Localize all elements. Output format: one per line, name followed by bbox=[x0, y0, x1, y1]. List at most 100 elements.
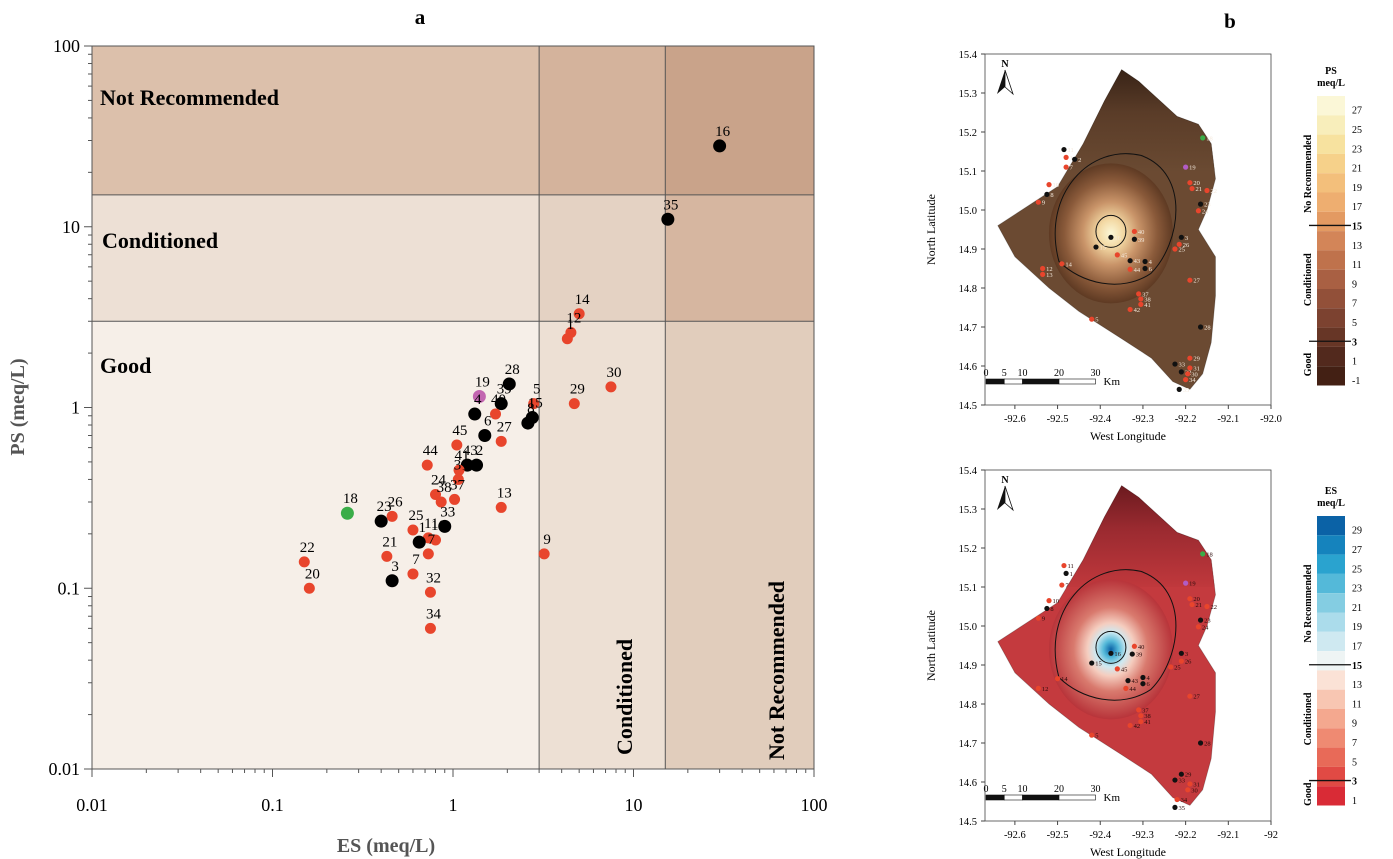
well-label: 10 bbox=[1053, 182, 1060, 189]
well-label: 34 bbox=[1189, 377, 1196, 384]
well-point bbox=[1187, 781, 1193, 787]
scale-bar-segment bbox=[1058, 378, 1096, 385]
legend-swatch bbox=[1317, 96, 1345, 116]
well-point bbox=[1197, 617, 1204, 623]
contour-line bbox=[1054, 153, 1177, 285]
well-label: 35 bbox=[1178, 805, 1185, 812]
legend-unit: meq/L bbox=[1317, 78, 1345, 89]
legend-value: 25 bbox=[1352, 125, 1362, 136]
well-label: 10 bbox=[1053, 598, 1060, 605]
legend-value: 19 bbox=[1352, 183, 1362, 194]
well-label: 42 bbox=[1134, 307, 1141, 314]
legend-swatch bbox=[1317, 554, 1345, 574]
well-point bbox=[1089, 660, 1095, 666]
well-label: 14 bbox=[1065, 261, 1072, 268]
well-label: 27 bbox=[1193, 694, 1200, 701]
legend-value: 29 bbox=[1352, 526, 1362, 537]
legend-value: 27 bbox=[1352, 106, 1362, 117]
scale-tick-label: 10 bbox=[1018, 784, 1028, 795]
legend-swatch bbox=[1317, 308, 1345, 328]
zone-ps-high-es-high bbox=[665, 46, 814, 195]
well-label: 8 bbox=[1050, 192, 1053, 199]
legend-class-label: Conditioned bbox=[1303, 692, 1314, 745]
north-arrow-icon bbox=[997, 486, 1005, 510]
scale-tick-label: 5 bbox=[1002, 784, 1007, 795]
lat-tick-label: 14.6 bbox=[959, 778, 977, 789]
legend-value: 17 bbox=[1352, 202, 1362, 213]
well-point bbox=[1127, 722, 1133, 729]
y-axis-label: North Latitude bbox=[924, 194, 938, 265]
point-label: 22 bbox=[300, 540, 315, 556]
anomaly-gradient bbox=[1048, 579, 1173, 720]
well-point bbox=[1187, 693, 1193, 699]
scale-tick-label: 5 bbox=[1002, 368, 1007, 379]
well-label: 9 bbox=[1042, 616, 1045, 623]
well-point bbox=[1035, 615, 1041, 621]
legend-swatch bbox=[1317, 593, 1345, 613]
well-label: 29 bbox=[1185, 772, 1192, 779]
well-label: 44 bbox=[1129, 686, 1136, 693]
lat-tick-label: 15.0 bbox=[959, 622, 977, 633]
scatter-chart-a: a 0.01 0.1 1 10 100 0.01 0.1 1 10 100 Not Recomme… bbox=[7, 5, 828, 857]
well-point bbox=[1059, 261, 1065, 267]
data-point bbox=[494, 397, 508, 411]
north-arrow-icon bbox=[997, 70, 1005, 94]
data-point bbox=[430, 534, 442, 546]
well-label: 45 bbox=[1121, 666, 1128, 673]
lon-tick-label: -92.4 bbox=[1089, 414, 1112, 425]
scale-tick-label: 30 bbox=[1091, 368, 1101, 379]
well-point bbox=[1183, 164, 1189, 170]
well-point bbox=[1127, 258, 1133, 264]
well-point bbox=[1138, 718, 1144, 725]
scale-bar-segment bbox=[1022, 794, 1060, 801]
well-point bbox=[1178, 650, 1184, 656]
legend-swatch bbox=[1317, 728, 1345, 748]
legend-unit: meq/L bbox=[1317, 498, 1345, 509]
legend-swatch bbox=[1317, 327, 1345, 347]
legend-value: 25 bbox=[1352, 564, 1362, 575]
lat-tick-label: 15.3 bbox=[959, 505, 977, 516]
point-label: 10 bbox=[431, 518, 446, 534]
point-label: 33 bbox=[440, 504, 455, 520]
data-point bbox=[298, 556, 310, 568]
data-point bbox=[478, 428, 492, 442]
point-label: 14 bbox=[575, 292, 591, 308]
well-label: 19 bbox=[1189, 581, 1196, 588]
data-point bbox=[528, 398, 540, 410]
data-point bbox=[386, 510, 398, 522]
lat-tick-label: 14.6 bbox=[959, 362, 977, 373]
scale-tick-label: 30 bbox=[1091, 784, 1101, 795]
legend-swatch bbox=[1317, 535, 1345, 555]
data-point bbox=[412, 535, 426, 549]
point-label: 13 bbox=[497, 485, 512, 501]
point-label: 7 bbox=[412, 552, 420, 568]
legend-swatch bbox=[1317, 766, 1345, 787]
well-point bbox=[1142, 265, 1148, 272]
scale-unit: Km bbox=[1104, 376, 1121, 388]
lat-tick-label: 14.7 bbox=[959, 323, 977, 334]
legend-value: 1 bbox=[1352, 796, 1357, 807]
zone-regions bbox=[92, 46, 814, 769]
area-outline bbox=[997, 69, 1216, 390]
well-label: 9 bbox=[1042, 200, 1045, 207]
scale-bar-segment bbox=[1003, 378, 1023, 385]
point-label: 35 bbox=[663, 197, 678, 213]
well-label: 26 bbox=[1183, 242, 1190, 249]
legend-value: 17 bbox=[1352, 641, 1362, 652]
well-point bbox=[1127, 306, 1133, 313]
well-point bbox=[1187, 596, 1193, 602]
legend-value: 7 bbox=[1352, 738, 1357, 749]
zone-conditioned-label: Conditioned bbox=[102, 228, 218, 253]
zone-not-recommended-label: Not Recommended bbox=[100, 85, 279, 110]
lon-tick-label: -92.5 bbox=[1047, 414, 1069, 425]
well-label: 35 bbox=[1183, 387, 1190, 394]
lat-tick-label: 15.0 bbox=[959, 206, 977, 217]
legend-title: PS bbox=[1325, 66, 1337, 77]
lat-tick-label: 15.4 bbox=[959, 50, 978, 61]
x-tick-label: 1 bbox=[449, 795, 458, 815]
data-point bbox=[385, 574, 399, 588]
well-label: 20 bbox=[1193, 596, 1200, 603]
well-label: 33 bbox=[1178, 778, 1185, 785]
well-point bbox=[1185, 371, 1191, 377]
